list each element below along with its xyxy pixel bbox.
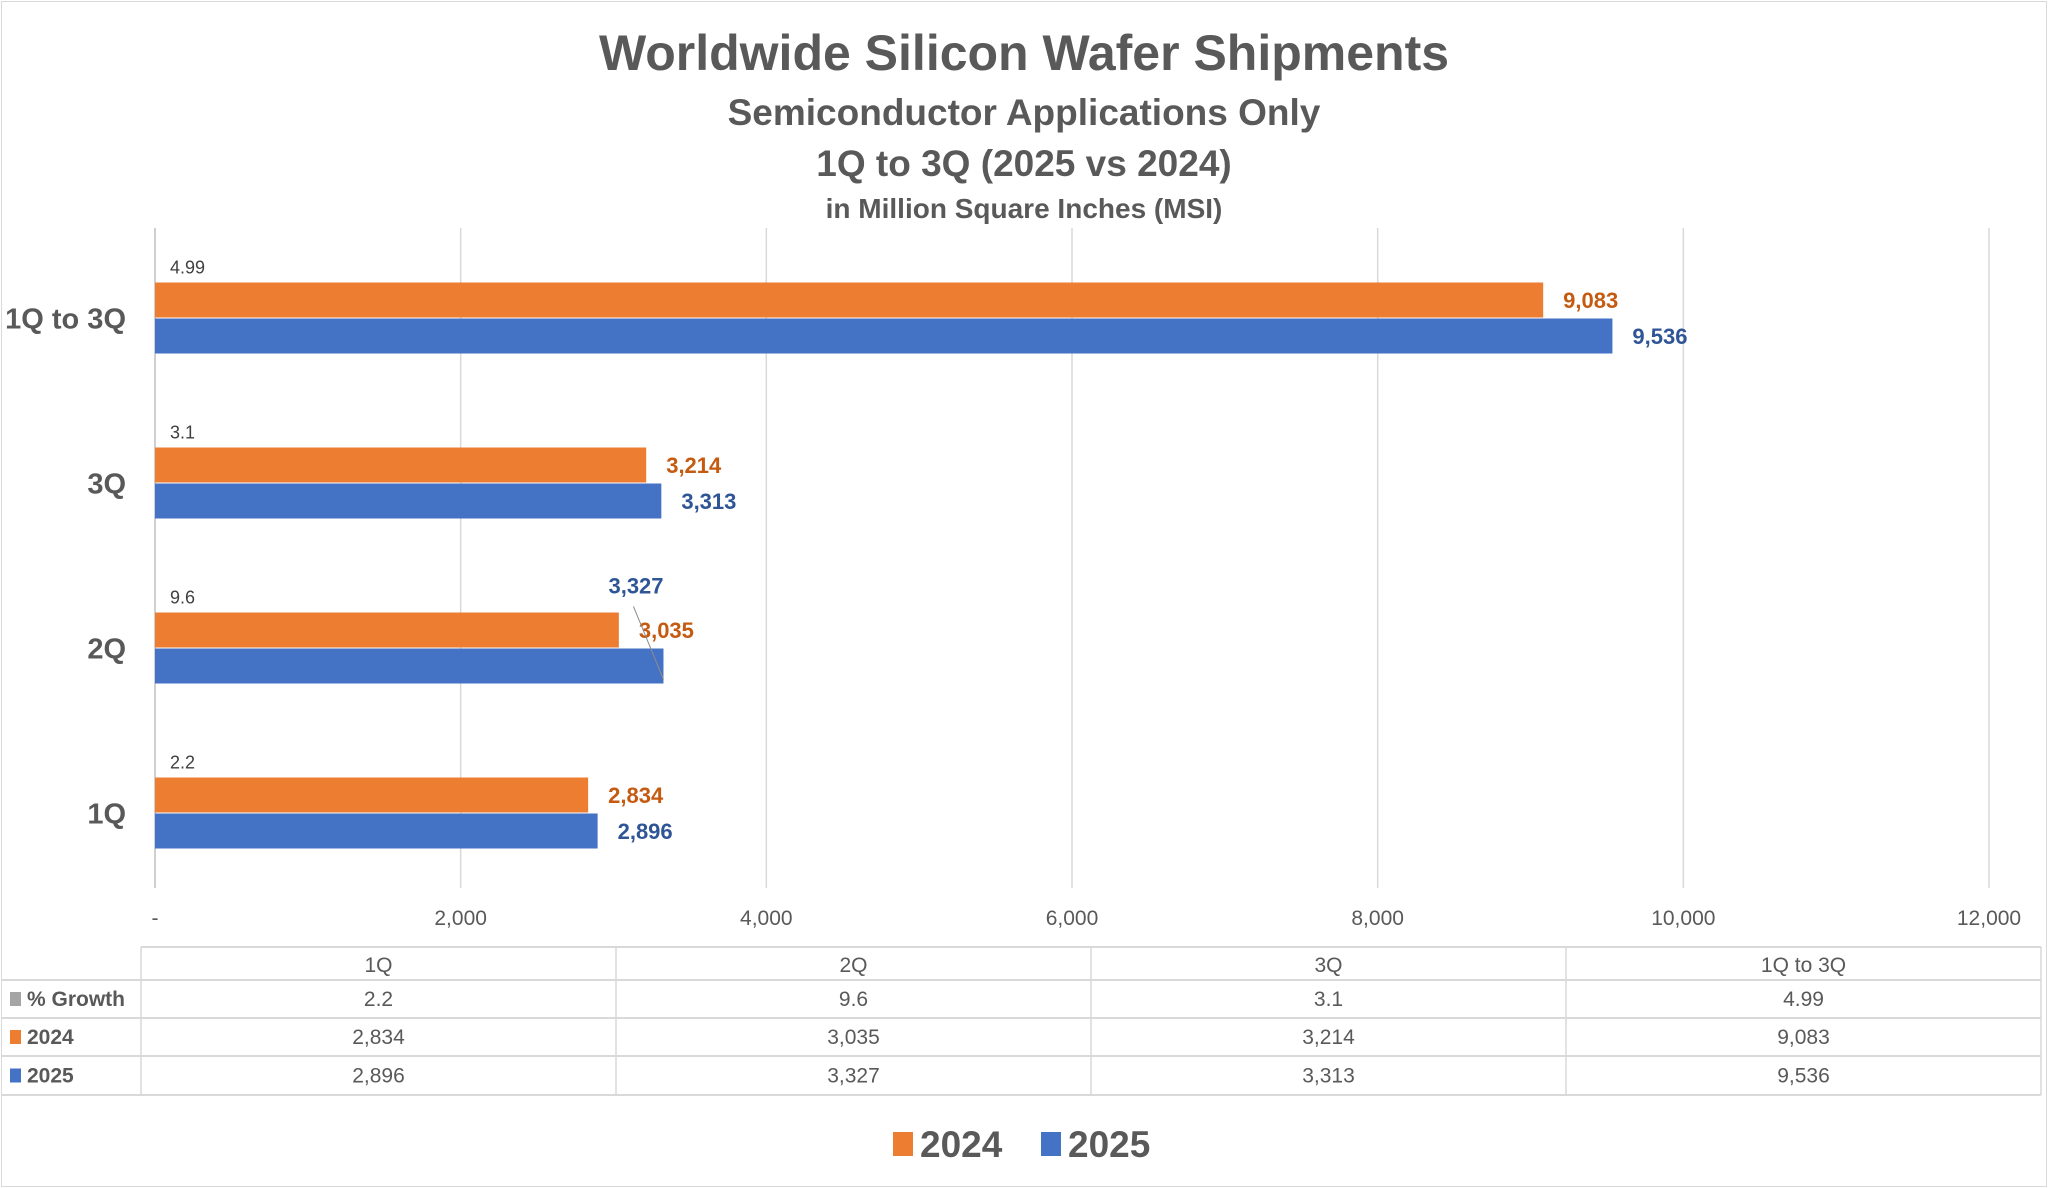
table-row-label: 2025 [27,1065,74,1088]
data-label-2024: 9,083 [1563,288,1618,313]
chart-subtitle-period: 1Q to 3Q (2025 vs 2024) [816,143,1232,184]
table-cell: 3,313 [1302,1065,1355,1088]
bar-2025 [155,813,598,849]
data-label-2025: 2,896 [618,819,673,844]
table-cell: 3.1 [1314,988,1343,1011]
legend-key-2025 [10,1068,21,1083]
legend-swatch-2024 [893,1132,913,1156]
legend-label-2024: 2024 [920,1124,1003,1165]
bar-2024 [155,282,1544,318]
growth-data-label: 2.2 [170,753,195,773]
category-label: 1Q [87,799,126,831]
chart-units: in Million Square Inches (MSI) [825,193,1223,224]
x-tick-label: - [152,907,159,930]
table-cell: 9.6 [839,988,868,1011]
leader-line [633,606,664,680]
category-label: 2Q [87,634,126,666]
table-header: 3Q [1314,954,1342,977]
bar-2025 [155,648,664,684]
data-label-2024: 2,834 [608,783,664,808]
legend-label-2025: 2025 [1068,1124,1150,1165]
x-tick-label: 10,000 [1651,907,1715,930]
table-cell: 2,834 [352,1026,405,1049]
bar-2025 [155,318,1613,354]
data-label-2025: 3,327 [608,574,663,599]
table-cell: 2.2 [364,988,393,1011]
table-cell: 9,083 [1777,1026,1830,1049]
data-label-2025: 3,313 [681,489,736,514]
bar-2025 [155,483,662,519]
table-header: 1Q [364,954,392,977]
growth-data-label: 3.1 [170,423,195,443]
x-tick-label: 2,000 [434,907,487,930]
bar-2024 [155,777,589,813]
table-header: 2Q [839,954,867,977]
bar-2024 [155,447,647,483]
data-label-2024: 3,214 [666,453,722,478]
table-cell: 3,214 [1302,1026,1355,1049]
table-row-label: 2024 [27,1026,74,1049]
data-label-2024: 3,035 [639,618,694,643]
table-cell: 2,896 [352,1065,405,1088]
chart-subtitle: Semiconductor Applications Only [727,92,1321,133]
data-label-2025: 9,536 [1632,324,1687,349]
x-tick-label: 4,000 [740,907,793,930]
table-cell: 3,327 [827,1065,880,1088]
table-cell: 4.99 [1783,988,1824,1011]
table-cell: 9,536 [1777,1065,1830,1088]
growth-data-label: 9.6 [170,588,195,608]
table-cell: 3,035 [827,1026,880,1049]
bar-2024 [155,612,619,648]
legend-swatch-2025 [1041,1132,1061,1156]
growth-data-label: 4.99 [170,258,205,278]
table-row-label: % Growth [27,988,125,1011]
x-tick-label: 8,000 [1351,907,1404,930]
category-label: 1Q to 3Q [5,304,126,336]
legend-key-% Growth [10,992,21,1006]
legend-key-2024 [10,1030,21,1044]
chart-title: Worldwide Silicon Wafer Shipments [598,25,1450,81]
table-header: 1Q to 3Q [1761,954,1846,977]
x-tick-label: 12,000 [1957,907,2021,930]
x-tick-label: 6,000 [1046,907,1099,930]
category-label: 3Q [87,469,126,501]
